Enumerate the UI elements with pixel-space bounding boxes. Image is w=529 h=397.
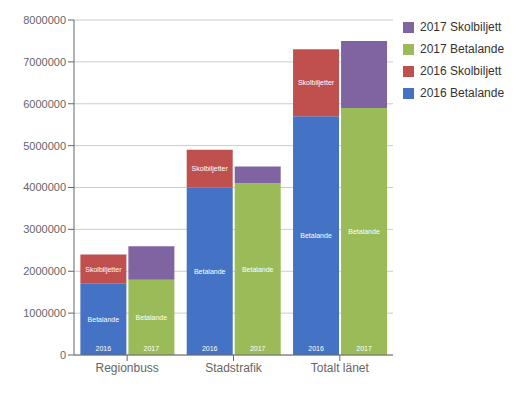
html-text:2016 Skolbiljett: 2016 Skolbiljett (420, 64, 502, 78)
svg-text:Betalande: Betalande (242, 266, 274, 273)
html-text:2017 Betalande: 2017 Betalande (420, 42, 505, 56)
svg-text:4000000: 4000000 (23, 181, 66, 193)
svg-text:6000000: 6000000 (23, 98, 66, 110)
svg-text:Betalande: Betalande (88, 316, 120, 323)
svg-text:Skolbiljetter: Skolbiljetter (192, 165, 229, 173)
svg-text:1000000: 1000000 (23, 307, 66, 319)
svg-text:2016: 2016 (308, 345, 324, 352)
svg-text:Skolbiljetter: Skolbiljetter (85, 266, 122, 274)
html-text:2016 Betalande: 2016 Betalande (420, 86, 505, 100)
svg-text:5000000: 5000000 (23, 140, 66, 152)
svg-text:Skolbiljetter: Skolbiljetter (298, 79, 335, 87)
svg-text:3000000: 3000000 (23, 223, 66, 235)
svg-text:Betalande: Betalande (348, 228, 380, 235)
svg-text:Betalande: Betalande (136, 314, 168, 321)
svg-text:Regionbuss: Regionbuss (95, 361, 158, 375)
svg-text:Stadstrafik: Stadstrafik (205, 361, 263, 375)
svg-text:2016: 2016 (96, 345, 112, 352)
svg-text:Betalande: Betalande (300, 232, 332, 239)
svg-text:Betalande: Betalande (194, 268, 226, 275)
svg-text:Totalt länet: Totalt länet (311, 361, 370, 375)
svg-text:8000000: 8000000 (23, 14, 66, 26)
svg-text:2000000: 2000000 (23, 265, 66, 277)
svg-text:2017: 2017 (356, 345, 372, 352)
svg-text:7000000: 7000000 (23, 56, 66, 68)
html-text:2017 Skolbiljett: 2017 Skolbiljett (420, 20, 502, 34)
svg-text:2017: 2017 (250, 345, 266, 352)
svg-text:0: 0 (60, 349, 66, 361)
svg-text:2017: 2017 (144, 345, 160, 352)
svg-text:2016: 2016 (202, 345, 218, 352)
